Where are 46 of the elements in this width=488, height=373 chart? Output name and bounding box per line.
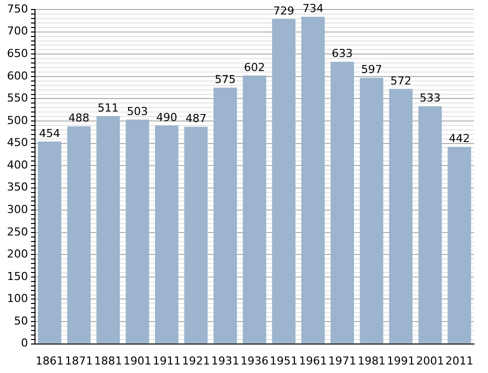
y-tick-label: 650 [6, 47, 28, 60]
x-tick-label: 1861 [36, 354, 64, 368]
data-label: 442 [448, 132, 470, 146]
x-tick-label: 1901 [123, 354, 152, 368]
x-tick-label: 1871 [64, 354, 93, 368]
data-label: 597 [361, 63, 382, 76]
x-tick-label: 1921 [182, 354, 210, 368]
x-tick-label: 1951 [270, 354, 298, 368]
x-tick-label: 1936 [240, 354, 268, 368]
data-label: 503 [126, 105, 148, 118]
data-label: 487 [185, 112, 206, 126]
y-tick-label: 750 [6, 2, 28, 16]
y-tick-label: 700 [6, 24, 28, 38]
data-label: 633 [332, 47, 353, 60]
data-label: 533 [420, 92, 441, 105]
data-label: 602 [244, 60, 265, 74]
data-label: 734 [302, 2, 324, 16]
y-tick-label: 50 [14, 314, 28, 328]
y-tick-label: 150 [6, 270, 28, 283]
y-tick-label: 550 [6, 92, 28, 105]
y-tick-label: 600 [6, 69, 28, 82]
y-tick-label: 500 [6, 114, 28, 127]
y-tick-label: 200 [6, 248, 28, 261]
x-tick-label: 1881 [94, 354, 122, 368]
y-tick-label: 0 [20, 336, 28, 350]
y-tick-label: 400 [6, 158, 28, 172]
data-label: 488 [68, 112, 90, 125]
data-label: 454 [39, 126, 60, 140]
x-tick-label: 2011 [445, 354, 474, 368]
x-tick-label: 1991 [386, 354, 415, 368]
y-tick-label: 300 [6, 202, 28, 216]
data-label: 572 [390, 74, 412, 88]
data-label: 729 [273, 4, 294, 18]
y-tick-label: 350 [6, 180, 28, 194]
x-tick-label: 2001 [416, 354, 444, 368]
data-label: 490 [156, 110, 178, 124]
x-tick-label: 1931 [211, 354, 240, 368]
y-tick-label: 250 [6, 225, 28, 238]
x-tick-label: 1911 [152, 354, 181, 368]
y-tick-label: 100 [6, 292, 28, 306]
x-tick-label: 1961 [299, 354, 328, 368]
data-label: 511 [98, 101, 119, 114]
data-label: 575 [214, 72, 236, 86]
y-tick-label: 450 [6, 136, 28, 150]
x-tick-label: 1971 [328, 354, 356, 368]
x-tick-label: 1981 [358, 354, 386, 368]
